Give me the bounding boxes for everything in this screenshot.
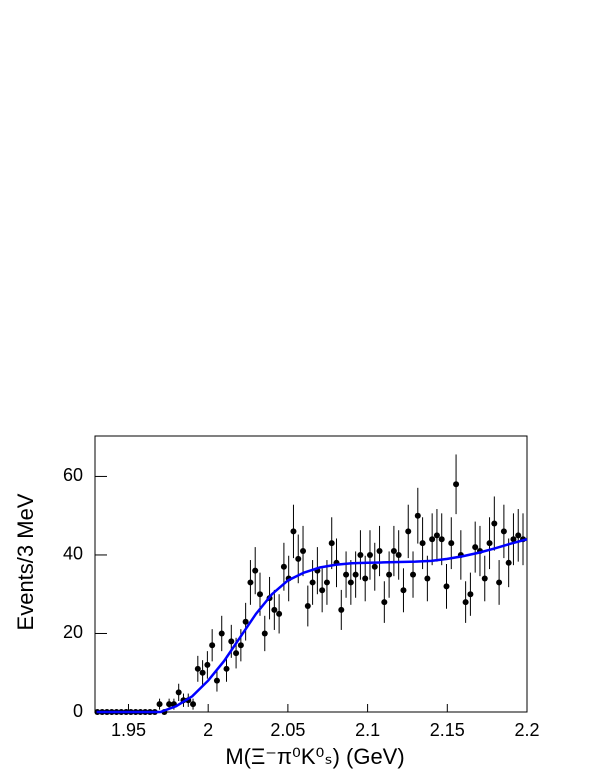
data-point — [271, 606, 278, 613]
data-point — [261, 630, 268, 637]
data-point — [357, 551, 364, 558]
plot-frame — [94, 435, 528, 713]
data-point — [175, 689, 182, 696]
data-point — [395, 551, 402, 558]
data-point — [300, 548, 307, 555]
data-point — [414, 512, 421, 519]
data-point — [505, 559, 512, 566]
data-point — [429, 536, 436, 543]
y-tick-label: 0 — [73, 701, 83, 721]
data-point — [328, 540, 335, 547]
data-point — [343, 571, 350, 578]
data-point — [371, 563, 378, 570]
data-point — [290, 528, 297, 535]
data-point — [424, 575, 431, 582]
data-point — [433, 532, 440, 539]
data-point — [362, 575, 369, 582]
data-point — [242, 618, 249, 625]
data-point — [515, 532, 522, 539]
data-point — [199, 669, 206, 676]
data-point — [491, 520, 498, 527]
data-point — [376, 548, 383, 555]
data-point — [352, 571, 359, 578]
y-tick-label: 20 — [63, 622, 83, 642]
data-point — [448, 540, 455, 547]
data-point — [386, 571, 393, 578]
y-tick-label: 60 — [63, 465, 83, 485]
data-point — [209, 642, 216, 649]
data-point — [233, 650, 240, 657]
x-tick-label: 2 — [203, 720, 213, 740]
data-point — [500, 528, 507, 535]
x-tick-label: 2.1 — [355, 720, 380, 740]
data-point — [304, 602, 311, 609]
data-point — [510, 536, 517, 543]
data-point — [486, 540, 493, 547]
data-point — [194, 665, 201, 672]
x-tick-label: 2.2 — [514, 720, 539, 740]
data-point — [481, 575, 488, 582]
x-tick-label: 2.15 — [430, 720, 465, 740]
data-point — [276, 610, 283, 617]
data-point — [410, 571, 417, 578]
data-point — [309, 579, 316, 586]
data-point — [390, 548, 397, 555]
data-point — [223, 665, 230, 672]
data-point — [400, 587, 407, 594]
fit-curve — [96, 538, 528, 714]
y-tick-label: 40 — [63, 544, 83, 564]
data-point — [247, 579, 254, 586]
data-point — [228, 638, 235, 645]
data-point — [381, 599, 388, 606]
data-point — [252, 567, 259, 574]
data-point — [338, 606, 345, 613]
x-tick-label: 1.95 — [111, 720, 146, 740]
data-point — [443, 583, 450, 590]
data-point — [438, 536, 445, 543]
data-point — [472, 544, 479, 551]
data-point — [204, 661, 211, 668]
data-point — [347, 579, 354, 586]
data-point — [218, 630, 225, 637]
data-point — [280, 563, 287, 570]
data-point — [156, 701, 163, 708]
data-point — [319, 587, 326, 594]
data-point — [190, 701, 197, 708]
data-point — [213, 677, 220, 684]
data-point — [256, 591, 263, 598]
data-point — [166, 701, 173, 708]
data-point — [462, 599, 469, 606]
data-point — [323, 579, 330, 586]
data-point — [405, 528, 412, 535]
data-point — [237, 642, 244, 649]
data-point — [496, 579, 503, 586]
y-axis-title: Events/3 MeV — [13, 493, 38, 630]
data-point — [295, 555, 302, 562]
data-point — [453, 481, 460, 488]
x-axis-title: M(Ξ⁻π⁰K⁰ₛ) (GeV) — [225, 744, 404, 769]
data-point — [467, 591, 474, 598]
x-tick-label: 2.05 — [270, 720, 305, 740]
data-point — [366, 551, 373, 558]
data-point — [419, 540, 426, 547]
